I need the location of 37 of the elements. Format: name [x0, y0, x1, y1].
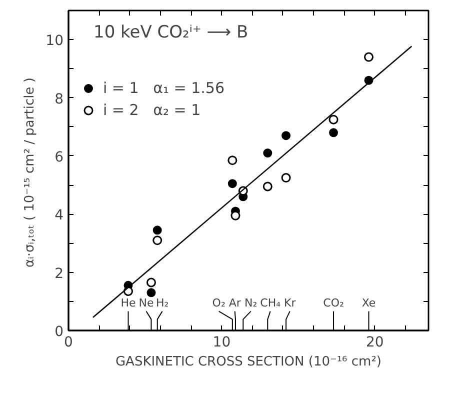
point	[152, 226, 162, 235]
point	[152, 236, 162, 246]
legend-label: i = 2 α₂ = 1	[103, 101, 201, 119]
point	[281, 173, 291, 183]
point	[329, 128, 338, 138]
point	[364, 52, 374, 62]
y-tick-label: 10	[46, 33, 64, 50]
point	[230, 210, 240, 220]
ref-line-label: Kr	[284, 296, 296, 310]
y-tick-label: 2	[54, 266, 64, 282]
ref-line-label: N₂	[244, 296, 258, 310]
ref-line-label: He	[120, 296, 136, 310]
point	[228, 156, 238, 166]
x-tick-label: 10	[212, 334, 231, 350]
point	[263, 148, 272, 158]
point	[146, 278, 156, 288]
annotation: 10 keV CO₂ⁱ⁺ ⟶ B	[94, 22, 248, 42]
y-tick-label: 6	[54, 149, 64, 166]
ref-line-label: CO₂	[323, 296, 344, 310]
point	[328, 114, 338, 124]
ref-line-label: O₂	[212, 296, 226, 310]
y-axis-title: αᵢ·σᵢ,ₜₒₜ ( 10⁻¹⁵ cm² / particle )	[22, 78, 38, 268]
y-tick-label: 0	[54, 324, 64, 340]
x-axis-title: GASKINETIC CROSS SECTION (10⁻¹⁶ cm²)	[115, 354, 382, 370]
legend-label: i = 1 α₁ = 1.56	[103, 79, 225, 97]
ref-line-label: Ar	[228, 296, 242, 310]
ref-line-label: H₂	[156, 296, 169, 310]
y-tick-label: 4	[54, 208, 64, 224]
y-tick-label: 8	[54, 91, 64, 108]
ref-line-label: CH₄	[260, 296, 282, 310]
ref-line-label: Xe	[362, 296, 376, 310]
point	[282, 131, 291, 140]
ref-line-label: Ne	[138, 296, 154, 310]
point	[262, 182, 272, 192]
x-tick-label: 20	[366, 334, 384, 350]
point	[228, 179, 237, 188]
point	[146, 288, 156, 298]
